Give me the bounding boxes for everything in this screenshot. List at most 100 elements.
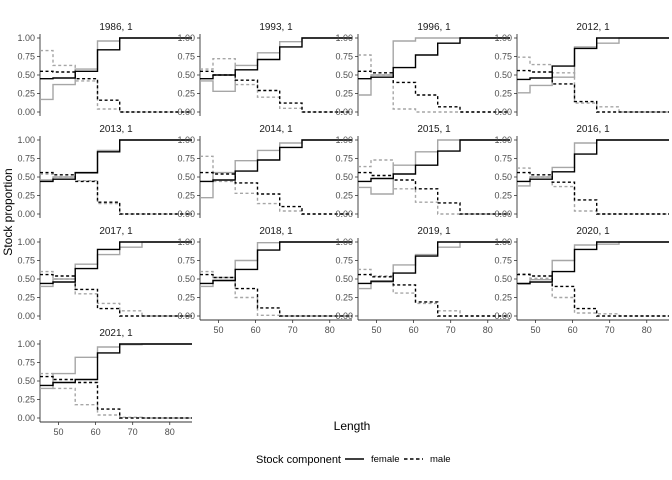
x-tick-label: 80 — [165, 427, 175, 437]
y-tick-label: 0.75 — [17, 256, 35, 266]
series-fitted-male — [358, 70, 510, 113]
series-observed-male — [40, 372, 192, 419]
series-fitted-male — [200, 171, 352, 215]
panel: 2015, 1 0.00 0.25 0.50 0.75 1.00 — [335, 124, 510, 219]
series-observed-male — [200, 155, 352, 215]
y-tick-label: 0.25 — [177, 293, 195, 303]
panel: 2016, 1 0.00 0.25 0.50 0.75 1.00 — [494, 124, 669, 219]
series-observed-male — [358, 54, 510, 113]
y-tick-label: 0.75 — [494, 154, 512, 164]
y-axis-title: Stock proportion — [1, 168, 15, 255]
y-tick-label: 0.75 — [335, 154, 353, 164]
series-observed-female — [40, 343, 192, 390]
x-tick-label: 70 — [605, 325, 615, 335]
y-tick-label: 0.25 — [494, 293, 512, 303]
panel-title: 2013, 1 — [99, 124, 133, 135]
y-tick-label: 1.00 — [177, 135, 195, 145]
panel-title: 2021, 1 — [99, 328, 133, 339]
series-fitted-female — [40, 241, 192, 285]
panel: 2020, 1 0.00 0.25 0.50 0.75 1.00 50 60 70 80 — [494, 226, 669, 335]
x-tick-label: 60 — [568, 325, 578, 335]
y-tick-label: 0.25 — [494, 89, 512, 99]
panel: 2013, 1 0.00 0.25 0.50 0.75 1.00 — [17, 124, 192, 219]
y-tick-label: 0.00 — [177, 107, 195, 117]
legend-label-female: female — [371, 454, 400, 465]
y-tick-label: 1.00 — [17, 135, 35, 145]
series-observed-female — [40, 241, 192, 288]
series-fitted-male — [517, 171, 669, 215]
panel-title: 2015, 1 — [417, 124, 451, 135]
series-fitted-female — [200, 139, 352, 183]
y-tick-label: 1.00 — [335, 33, 353, 43]
series-fitted-male — [40, 273, 192, 317]
y-tick-label: 0.00 — [17, 311, 35, 321]
y-tick-label: 0.25 — [335, 191, 353, 201]
series-fitted-male — [358, 171, 510, 215]
x-tick-label: 70 — [128, 427, 138, 437]
series-observed-male — [40, 270, 192, 317]
y-tick-label: 0.75 — [177, 154, 195, 164]
x-tick-label: 70 — [288, 325, 298, 335]
series-fitted-male — [517, 273, 669, 317]
series-fitted-male — [40, 375, 192, 419]
series-fitted-female — [40, 343, 192, 387]
series-observed-female — [517, 241, 669, 285]
legend-label-male: male — [430, 454, 451, 465]
y-tick-label: 0.50 — [494, 274, 512, 284]
series-observed-female — [517, 37, 669, 94]
y-tick-label: 0.25 — [17, 191, 35, 201]
x-tick-label: 60 — [91, 427, 101, 437]
y-tick-label: 0.25 — [335, 89, 353, 99]
x-tick-label: 70 — [446, 325, 456, 335]
y-tick-label: 0.50 — [335, 172, 353, 182]
panel-title: 1986, 1 — [99, 22, 133, 33]
y-tick-label: 0.00 — [335, 311, 353, 321]
y-tick-label: 0.25 — [494, 191, 512, 201]
x-tick-label: 80 — [642, 325, 652, 335]
y-tick-label: 0.75 — [177, 52, 195, 62]
series-fitted-female — [358, 139, 510, 183]
series-observed-male — [200, 58, 352, 113]
panel: 2018, 1 0.00 0.25 0.50 0.75 1.00 50 60 70 80 — [177, 226, 352, 335]
y-tick-label: 0.75 — [335, 52, 353, 62]
x-axis-title: Length — [334, 419, 371, 433]
series-fitted-male — [200, 273, 352, 317]
panel: 2021, 1 0.00 0.25 0.50 0.75 1.00 50 60 70 80 — [17, 328, 192, 437]
series-fitted-female — [200, 241, 352, 285]
series-observed-female — [200, 37, 352, 92]
y-tick-label: 0.50 — [494, 172, 512, 182]
series-observed-male — [358, 159, 510, 215]
y-tick-label: 0.75 — [177, 256, 195, 266]
panel: 2017, 1 0.00 0.25 0.50 0.75 1.00 — [17, 226, 192, 321]
panel-title: 2012, 1 — [576, 22, 610, 33]
legend: Stock component female male — [256, 454, 451, 466]
panel-title: 1993, 1 — [259, 22, 293, 33]
panel: 2014, 1 0.00 0.25 0.50 0.75 1.00 — [177, 124, 352, 219]
y-tick-label: 0.50 — [17, 172, 35, 182]
y-tick-label: 0.25 — [335, 293, 353, 303]
y-tick-label: 0.75 — [17, 52, 35, 62]
y-tick-label: 0.50 — [17, 70, 35, 80]
y-tick-label: 1.00 — [494, 135, 512, 145]
y-tick-label: 0.75 — [17, 358, 35, 368]
y-tick-label: 0.50 — [335, 274, 353, 284]
y-tick-label: 0.00 — [494, 209, 512, 219]
series-fitted-female — [517, 37, 669, 81]
series-fitted-female — [40, 37, 192, 80]
y-tick-label: 0.00 — [494, 311, 512, 321]
series-fitted-female — [40, 139, 192, 183]
y-tick-label: 0.50 — [494, 70, 512, 80]
x-tick-label: 80 — [483, 325, 493, 335]
panel: 2019, 1 0.00 0.25 0.50 0.75 1.00 50 60 70 80 — [335, 226, 510, 335]
y-tick-label: 0.50 — [177, 274, 195, 284]
series-observed-male — [40, 173, 192, 215]
legend-title: Stock component — [256, 454, 341, 466]
y-tick-label: 0.75 — [335, 256, 353, 266]
y-tick-label: 1.00 — [17, 237, 35, 247]
y-tick-label: 0.75 — [17, 154, 35, 164]
y-tick-label: 0.00 — [335, 107, 353, 117]
x-tick-label: 50 — [214, 325, 224, 335]
y-tick-label: 1.00 — [335, 135, 353, 145]
series-observed-female — [358, 37, 510, 96]
